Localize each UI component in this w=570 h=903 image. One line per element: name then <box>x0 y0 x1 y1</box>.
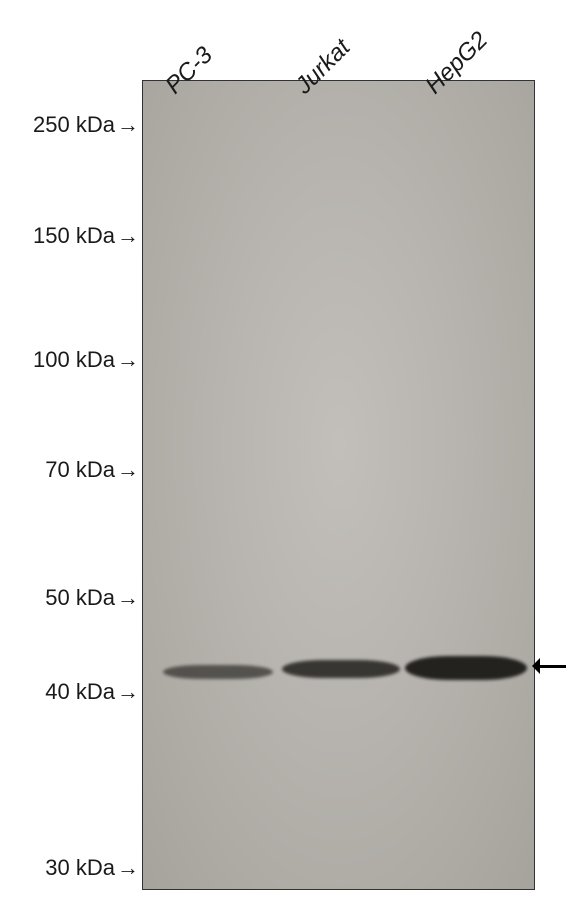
marker-row: 250 kDa→ <box>0 112 139 138</box>
marker-label: 100 kDa <box>0 347 115 373</box>
band <box>282 660 400 678</box>
marker-row: 150 kDa→ <box>0 223 139 249</box>
marker-row: 100 kDa→ <box>0 347 139 373</box>
marker-row: 70 kDa→ <box>0 457 139 483</box>
marker-row: 40 kDa→ <box>0 679 139 705</box>
blot-membrane <box>142 80 535 890</box>
arrow-right-icon: → <box>117 585 139 611</box>
arrow-right-icon: → <box>117 347 139 373</box>
marker-label: 70 kDa <box>0 457 115 483</box>
marker-label: 150 kDa <box>0 223 115 249</box>
target-arrow-head <box>532 658 540 674</box>
target-arrow-shaft <box>540 665 566 668</box>
arrow-right-icon: → <box>117 223 139 249</box>
marker-label: 40 kDa <box>0 679 115 705</box>
arrow-right-icon: → <box>117 457 139 483</box>
arrow-right-icon: → <box>117 112 139 138</box>
marker-row: 30 kDa→ <box>0 855 139 881</box>
figure-container: WWW.PTGLAB.COM PC-3JurkatHepG2 250 kDa→1… <box>0 0 570 903</box>
arrow-right-icon: → <box>117 855 139 881</box>
marker-row: 50 kDa→ <box>0 585 139 611</box>
band <box>405 656 527 680</box>
band <box>163 665 273 679</box>
marker-label: 250 kDa <box>0 112 115 138</box>
arrow-right-icon: → <box>117 679 139 705</box>
marker-label: 50 kDa <box>0 585 115 611</box>
marker-label: 30 kDa <box>0 855 115 881</box>
